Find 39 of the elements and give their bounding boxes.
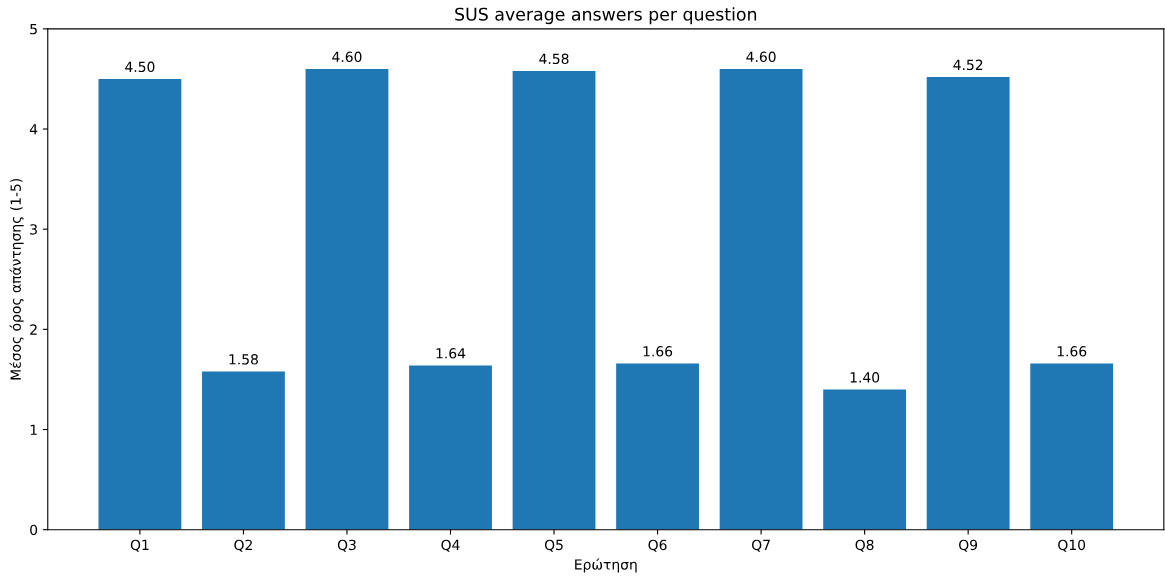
x-tick-label: Q6 xyxy=(648,539,667,552)
x-tick-label: Q4 xyxy=(441,539,460,552)
bar xyxy=(305,68,389,530)
data-label: 1.64 xyxy=(436,348,466,359)
bar xyxy=(1030,363,1114,530)
bar xyxy=(823,389,907,530)
y-tick-label: 4 xyxy=(29,124,38,135)
bar xyxy=(719,68,803,530)
x-tick-label: Q10 xyxy=(1058,539,1086,552)
x-tick-label: Q2 xyxy=(234,539,252,552)
y-axis-title: Μέσος όρος απάντησης (1-5) xyxy=(9,178,24,380)
data-label: 4.58 xyxy=(539,53,569,65)
x-tick-label: Q9 xyxy=(959,539,978,552)
x-axis-title: Ερώτηση xyxy=(575,558,637,573)
data-label: 4.52 xyxy=(953,59,983,71)
data-label: 1.66 xyxy=(1057,346,1087,357)
x-tick-label: Q5 xyxy=(544,539,563,552)
y-tick-label: 2 xyxy=(30,324,37,335)
x-tick-label: Q8 xyxy=(855,539,874,552)
y-tick-label: 1 xyxy=(30,424,37,435)
bar xyxy=(512,70,596,530)
data-label: 1.40 xyxy=(850,372,880,383)
y-tick-label: 0 xyxy=(30,524,38,536)
bar xyxy=(202,371,285,530)
bar xyxy=(98,78,182,530)
data-label: 4.60 xyxy=(332,51,362,63)
data-label: 1.58 xyxy=(229,354,258,365)
bar xyxy=(409,365,492,530)
x-tick-label: Q1 xyxy=(130,539,149,552)
data-label: 4.60 xyxy=(746,51,776,63)
chart-title: SUS average answers per question xyxy=(455,7,757,25)
y-tick-label: 3 xyxy=(30,224,37,235)
x-tick-label: Q7 xyxy=(751,539,770,552)
y-tick-label: 5 xyxy=(30,24,37,35)
data-label: 4.50 xyxy=(125,61,155,73)
data-label: 1.66 xyxy=(643,346,673,357)
bar xyxy=(926,76,1010,530)
x-tick-label: Q3 xyxy=(337,539,356,552)
bar xyxy=(616,363,699,530)
